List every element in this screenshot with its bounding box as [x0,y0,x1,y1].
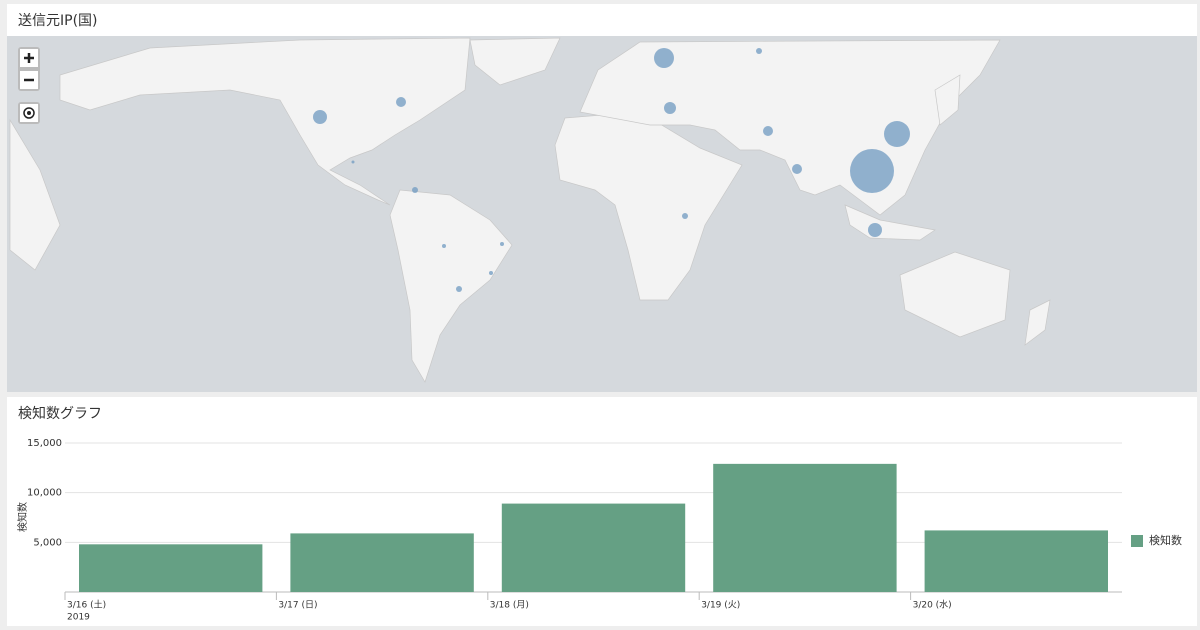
x-tick-label: 3/20 (水) [913,599,952,611]
y-tick-label: 5,000 [33,537,62,548]
x-sublabel: 2019 [67,613,90,623]
y-axis-label: 検知数 [16,502,29,532]
x-tick-label: 3/17 (日) [278,600,317,611]
legend-label: 検知数 [1149,533,1182,547]
country-bubbles [313,48,910,292]
map[interactable] [7,36,1197,392]
bar [713,463,897,592]
y-tick-label: 10,000 [27,488,62,499]
legend-swatch [1131,535,1143,547]
x-tick-label: 3/16 (土) [67,599,106,611]
bar [290,533,474,592]
land [9,37,1051,383]
zoom-controls [18,47,40,124]
bar [924,530,1108,592]
bar [501,503,686,592]
x-tick-label: 3/19 (火) [701,600,740,611]
chart-title: 検知数グラフ [18,405,102,422]
bar [79,544,263,592]
y-tick-label: 15,000 [27,438,62,449]
map-title: 送信元IP(国) [18,13,98,29]
x-tick-label: 3/18 (月) [490,600,529,611]
